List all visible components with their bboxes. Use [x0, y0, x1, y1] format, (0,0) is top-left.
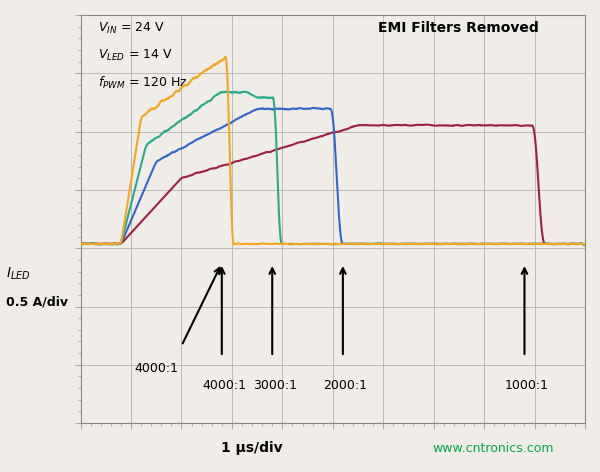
Text: $V_{LED}$ = 14 V: $V_{LED}$ = 14 V	[98, 48, 173, 63]
Text: 2000:1: 2000:1	[323, 379, 367, 392]
Text: 4000:1: 4000:1	[134, 362, 178, 375]
Text: 1 μs/div: 1 μs/div	[221, 441, 283, 455]
Text: 1000:1: 1000:1	[505, 379, 549, 392]
Text: $I_{LED}$: $I_{LED}$	[6, 266, 31, 282]
Text: www.cntronics.com: www.cntronics.com	[432, 442, 554, 455]
Text: 4000:1: 4000:1	[202, 379, 247, 392]
Text: $f_{PWM}$ = 120 Hz: $f_{PWM}$ = 120 Hz	[98, 75, 188, 91]
Text: EMI Filters Removed: EMI Filters Removed	[378, 21, 539, 34]
Text: $V_{IN}$ = 24 V: $V_{IN}$ = 24 V	[98, 21, 165, 36]
Text: 0.5 A/div: 0.5 A/div	[6, 295, 68, 309]
Text: 3000:1: 3000:1	[253, 379, 297, 392]
